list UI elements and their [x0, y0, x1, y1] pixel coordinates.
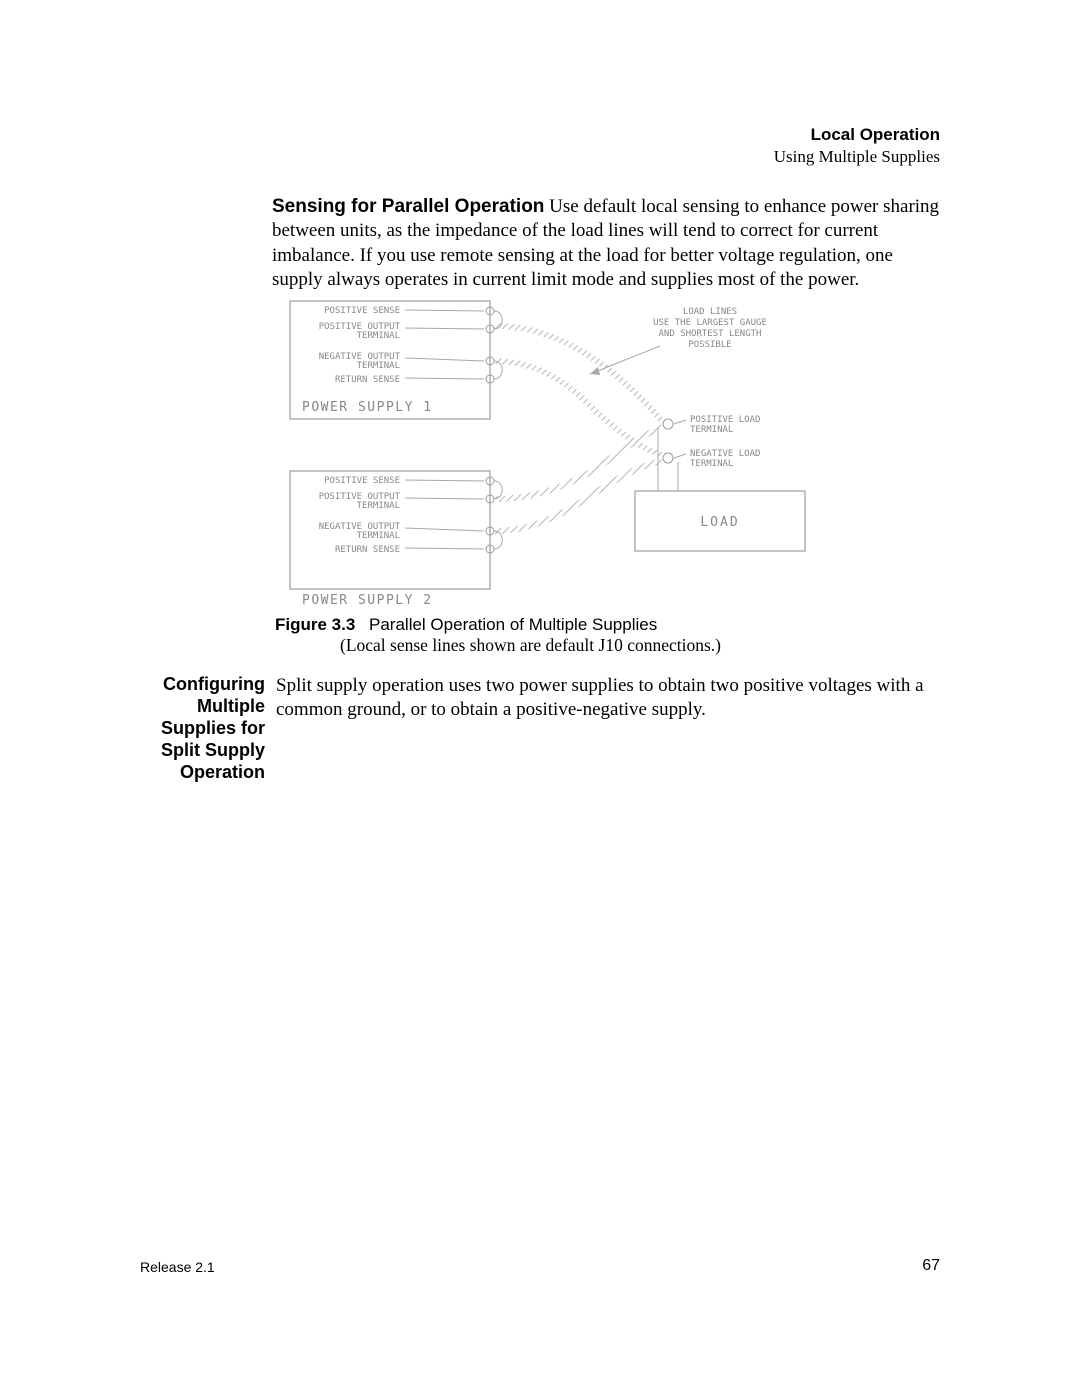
cable-ps1-pos — [495, 326, 662, 421]
figure-label: Figure 3.3 — [275, 615, 355, 634]
figure-diagram: POSITIVE SENSE POSITIVE OUTPUT TERMINAL … — [280, 296, 810, 606]
figure-subcaption: (Local sense lines shown are default J10… — [340, 635, 721, 656]
neg-load-1: NEGATIVE LOAD — [690, 449, 760, 459]
cable-ps2-pos — [495, 427, 662, 499]
loadlines-2: USE THE LARGEST GAUGE — [653, 318, 767, 328]
ps1-title: POWER SUPPLY 1 — [302, 400, 433, 415]
figure-caption: Figure 3.3 Parallel Operation of Multipl… — [275, 615, 657, 635]
ps2-ret-sense: RETURN SENSE — [335, 545, 400, 555]
pos-load-1: POSITIVE LOAD — [690, 415, 760, 425]
loadlines-1: LOAD LINES — [683, 307, 737, 317]
page: Local Operation Using Multiple Supplies … — [0, 0, 1080, 1397]
figure-caption-body: Parallel Operation of Multiple Supplies — [369, 615, 657, 634]
ps2-pos-out2: TERMINAL — [357, 501, 400, 511]
loadlines-4: POSSIBLE — [688, 340, 731, 350]
ps1-pos-sense: POSITIVE SENSE — [324, 306, 400, 316]
ps1-neg-out2: TERMINAL — [357, 361, 400, 371]
pos-load-2: TERMINAL — [690, 425, 733, 435]
ps2-title: POWER SUPPLY 2 — [302, 593, 433, 606]
margin-heading-split: Configuring Multiple Supplies for Split … — [125, 674, 265, 784]
wiring-svg: POSITIVE SENSE POSITIVE OUTPUT TERMINAL … — [280, 296, 810, 606]
header-subtitle: Using Multiple Supplies — [774, 147, 940, 167]
ps2-pos-sense: POSITIVE SENSE — [324, 476, 400, 486]
neg-load-2: TERMINAL — [690, 459, 733, 469]
ps2-neg-out2: TERMINAL — [357, 531, 400, 541]
header-title: Local Operation — [774, 125, 940, 145]
ps1-ret-sense: RETURN SENSE — [335, 375, 400, 385]
figure-caption-text — [360, 615, 369, 634]
page-header: Local Operation Using Multiple Supplies — [774, 125, 940, 167]
ps1-pos-out2: TERMINAL — [357, 331, 400, 341]
loadlines-3: AND SHORTEST LENGTH — [659, 329, 762, 339]
paragraph-sensing: Sensing for Parallel Operation Use defau… — [272, 195, 944, 292]
footer-pagenum: 67 — [922, 1257, 940, 1275]
runin-heading: Sensing for Parallel Operation — [272, 196, 544, 217]
footer-release: Release 2.1 — [140, 1259, 215, 1275]
paragraph-split: Split supply operation uses two power su… — [276, 674, 941, 723]
load-label: LOAD — [700, 515, 739, 530]
